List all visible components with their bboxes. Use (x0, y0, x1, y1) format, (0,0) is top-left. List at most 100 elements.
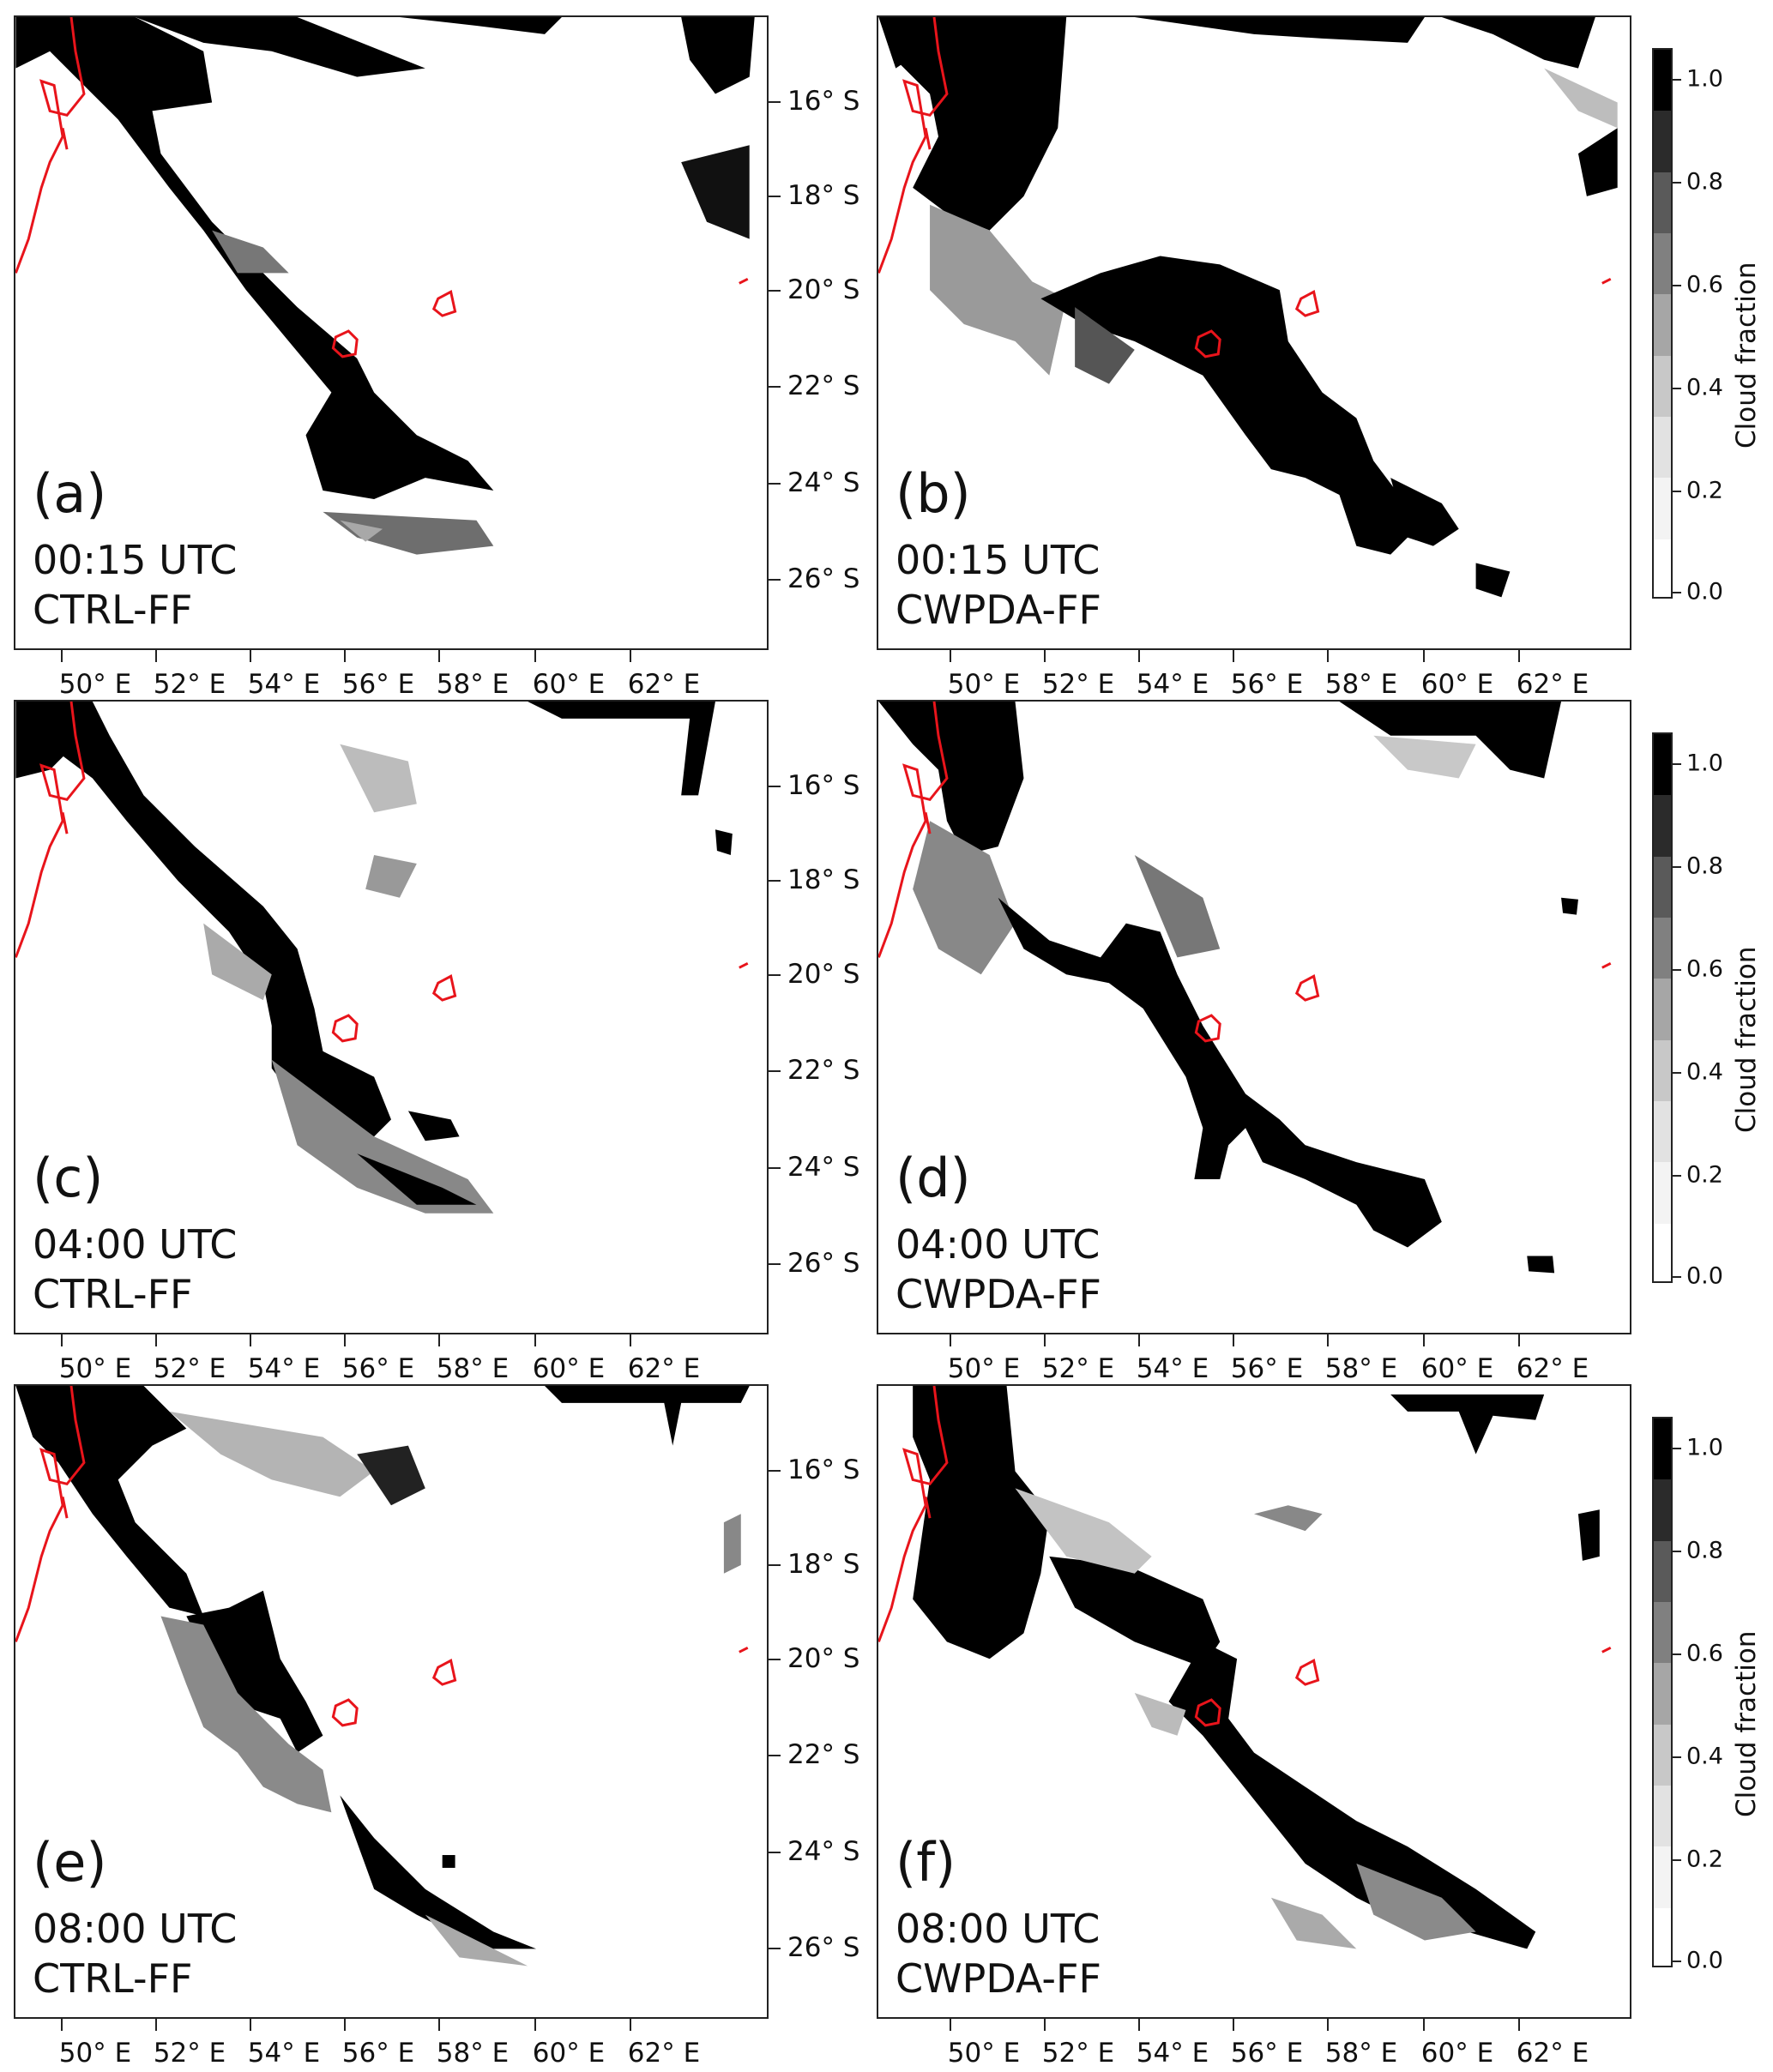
colorbar-tick-label: 0.6 (1686, 271, 1723, 298)
cloud-field (878, 17, 1618, 598)
colorbar-segment (1654, 478, 1671, 540)
colorbar-segment (1654, 1602, 1671, 1665)
latitude-axis: 16° S 18° S 20° S 22° S 24° S 26° S (769, 700, 871, 1334)
longitude-tick (1327, 1334, 1329, 1346)
longitude-tick (1423, 1334, 1425, 1346)
colorbar-segment (1654, 1101, 1671, 1164)
colorbar-segment (1654, 294, 1671, 357)
map-panel-b: (b) 00:15 UTC CWPDA-FF (877, 15, 1631, 650)
longitude-tick (950, 650, 951, 662)
colorbar-segment (1654, 417, 1671, 479)
colorbar-tick-label: 0.8 (1686, 168, 1723, 196)
longitude-label: 52° E (1041, 669, 1115, 700)
colorbar-tick-label: 0.2 (1686, 1846, 1723, 1873)
colorbar-tick (1673, 285, 1681, 286)
cloud-fraction-map (878, 1386, 1612, 1949)
longitude-tick (1233, 2019, 1234, 2031)
latitude-tick (769, 1167, 781, 1169)
colorbar-tick (1673, 866, 1681, 868)
longitude-tick (534, 2019, 536, 2031)
longitude-label: 54° E (1136, 669, 1209, 700)
latitude-tick (769, 1948, 781, 1949)
longitude-tick (250, 1334, 251, 1346)
longitude-label: 56° E (341, 669, 415, 700)
longitude-label: 50° E (58, 669, 132, 700)
map-panel-c: (c) 04:00 UTC CTRL-FF (14, 700, 769, 1334)
colorbar-title: Cloud fraction (1731, 262, 1762, 449)
latitude-tick (769, 1852, 781, 1853)
coastline (878, 17, 1612, 358)
cloud-fraction-map (15, 1386, 750, 1967)
latitude-label: 22° S (787, 1739, 860, 1770)
longitude-label: 62° E (1516, 669, 1589, 700)
longitude-label: 52° E (153, 1353, 226, 1384)
longitude-label: 60° E (532, 669, 606, 700)
longitude-label: 52° E (153, 2038, 226, 2069)
longitude-label: 54° E (247, 2038, 321, 2069)
map-panel-d: (d) 04:00 UTC CWPDA-FF (877, 700, 1631, 1334)
cloud-fraction-colorbar (1652, 48, 1673, 599)
latitude-tick (769, 880, 781, 882)
longitude-tick (344, 2019, 346, 2031)
latitude-label: 20° S (787, 959, 860, 990)
colorbar-tick (1673, 1756, 1681, 1758)
colorbar-segment (1654, 979, 1671, 1041)
colorbar-tick (1673, 182, 1681, 184)
longitude-label: 56° E (1230, 669, 1304, 700)
cloud-fraction-map (878, 17, 1618, 598)
longitude-tick (1423, 2019, 1425, 2031)
colorbar-segment (1654, 355, 1671, 418)
coastline (878, 702, 1612, 1043)
longitude-label: 60° E (1420, 1353, 1494, 1384)
panel-experiment: CTRL-FF (33, 1271, 193, 1317)
colorbar-tick-label: 0.0 (1686, 578, 1723, 605)
cloud-field (15, 1386, 750, 1967)
longitude-label: 62° E (627, 669, 701, 700)
longitude-tick (1327, 650, 1329, 662)
latitude-tick (769, 1755, 781, 1756)
longitude-label: 50° E (947, 2038, 1021, 2069)
map-panel-f: (f) 08:00 UTC CWPDA-FF (877, 1384, 1631, 2019)
colorbar-tick-label: 1.0 (1686, 65, 1723, 93)
longitude-tick (1044, 1334, 1046, 1346)
longitude-label: 52° E (1041, 1353, 1115, 1384)
colorbar-segment (1654, 1418, 1671, 1481)
longitude-label: 56° E (341, 1353, 415, 1384)
map-panel-e: (e) 08:00 UTC CTRL-FF (14, 1384, 769, 2019)
latitude-label: 20° S (787, 274, 860, 305)
colorbar-tick (1673, 388, 1681, 389)
longitude-label: 56° E (1230, 2038, 1304, 2069)
colorbar-segment (1654, 1663, 1671, 1726)
longitude-axis: 50° E 52° E 54° E 56° E 58° E 60° E 62° E (877, 650, 1631, 702)
colorbar-tick-label: 0.6 (1686, 955, 1723, 983)
coastline (15, 702, 749, 1043)
colorbar-tick-label: 0.4 (1686, 1743, 1723, 1770)
longitude-tick (344, 1334, 346, 1346)
cloud-fraction-map (878, 702, 1612, 1274)
colorbar-tick (1673, 1072, 1681, 1074)
colorbar-tick (1673, 1175, 1681, 1177)
latitude-tick (769, 196, 781, 197)
colorbar-tick (1673, 969, 1681, 971)
longitude-label: 52° E (153, 669, 226, 700)
longitude-tick (1138, 650, 1140, 662)
longitude-label: 62° E (1516, 1353, 1589, 1384)
longitude-tick (1233, 650, 1234, 662)
longitude-label: 54° E (247, 669, 321, 700)
cloud-fraction-map (15, 17, 755, 555)
colorbar-segment (1654, 856, 1671, 919)
longitude-label: 58° E (1324, 1353, 1398, 1384)
colorbar-tick (1673, 592, 1681, 593)
colorbar-tick-label: 0.0 (1686, 1262, 1723, 1290)
longitude-label: 60° E (532, 2038, 606, 2069)
longitude-label: 56° E (341, 2038, 415, 2069)
longitude-tick (1327, 2019, 1329, 2031)
longitude-label: 58° E (436, 1353, 510, 1384)
panel-label: (f) (896, 1831, 956, 1894)
colorbar-tick (1673, 491, 1681, 492)
longitude-label: 54° E (1136, 1353, 1209, 1384)
latitude-label: 16° S (787, 1455, 860, 1485)
longitude-tick (1518, 2019, 1520, 2031)
longitude-label: 62° E (1516, 2038, 1589, 2069)
latitude-label: 26° S (787, 563, 860, 594)
